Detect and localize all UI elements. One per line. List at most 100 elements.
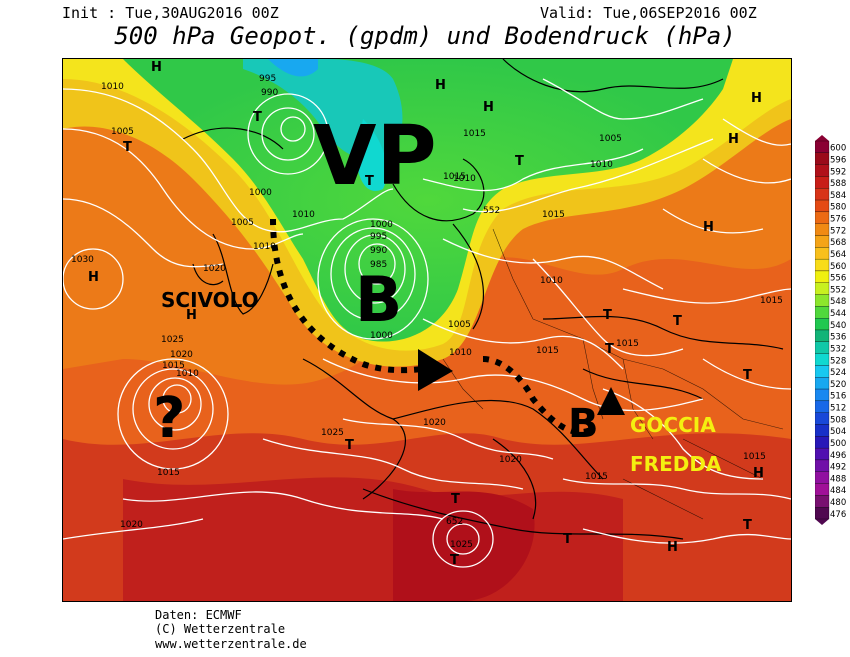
low-pressure-marker: T (605, 342, 614, 357)
legend-swatch (814, 318, 830, 331)
isobar-label: 1000 (370, 331, 393, 341)
legend-swatch (814, 436, 830, 449)
legend-swatch (814, 223, 830, 236)
legend-swatch (814, 495, 830, 508)
legend-label: 536 (830, 333, 846, 343)
weather-map: 1010 1005 995 990 1015 1005 1010 1000 10… (62, 58, 792, 602)
isobar-label: 995 (370, 232, 387, 242)
legend-swatch (814, 270, 830, 283)
init-time: Init : Tue,30AUG2016 00Z (62, 4, 279, 22)
legend-label: 476 (830, 510, 846, 520)
isobar-label: 1020 (423, 418, 446, 428)
low-pressure-marker: T (123, 140, 132, 155)
legend-swatch (814, 258, 830, 272)
legend-label: 588 (830, 179, 846, 189)
isobar-label: 1005 (111, 127, 134, 137)
legend-label: 544 (830, 309, 846, 319)
legend-label: 496 (830, 451, 846, 461)
legend-label: 572 (830, 226, 846, 236)
legend-swatch (814, 459, 830, 472)
footer-copyright: (C) Wetterzentrale (155, 622, 286, 636)
high-pressure-marker: H (186, 308, 197, 323)
low-pressure-marker: T (345, 438, 354, 453)
legend-swatch (814, 377, 830, 390)
legend-label: 552 (830, 285, 846, 295)
isobar-label: 1015 (585, 472, 608, 482)
legend-swatch (814, 507, 830, 520)
legend-swatch (814, 188, 830, 201)
isobar-label: 990 (370, 246, 387, 256)
legend-label: 480 (830, 498, 846, 508)
isobar-label: 1020 (499, 455, 522, 465)
high-pressure-marker: H (88, 270, 99, 285)
legend-swatch (814, 424, 830, 437)
isobar-label: 1015 (743, 452, 766, 462)
legend-label: 580 (830, 203, 846, 213)
legend-arrow-top (815, 135, 829, 141)
low-pressure-marker: T (563, 532, 572, 547)
legend-label: 556 (830, 274, 846, 284)
scivolo-label: SCIVOLO (161, 288, 259, 312)
legend-swatch (814, 211, 830, 224)
legend-swatch (814, 365, 830, 378)
isobar-label: 1025 (450, 540, 473, 550)
high-pressure-marker: H (435, 78, 446, 93)
isobar-label: 1030 (71, 255, 94, 265)
high-pressure-marker: H (667, 540, 678, 555)
legend-swatch (814, 388, 830, 402)
legend-label: 532 (830, 344, 846, 354)
low-pressure-marker: T (603, 308, 612, 323)
geopotential-legend: 600 596 592 588 584 580 576 572 568 564 560 556 552 5… (814, 135, 849, 525)
isobar-label: 1005 (599, 134, 622, 144)
low-pressure-marker: T (451, 492, 460, 507)
legend-swatch (814, 400, 830, 413)
low-pressure-marker: T (450, 553, 459, 568)
legend-swatch (814, 140, 830, 153)
coast-arctic (502, 59, 724, 93)
isobar-label: 1005 (448, 320, 471, 330)
legend-label: 504 (830, 427, 846, 437)
legend-label: 500 (830, 439, 846, 449)
isobar-label: 1025 (321, 428, 344, 438)
isobar-label: 1015 (463, 129, 486, 139)
legend-swatch (814, 282, 830, 295)
isobar-label: 1015 (157, 468, 180, 478)
coast-france-italy (392, 399, 604, 480)
isobar-labels: 1010 1005 995 990 1015 1005 1010 1000 10… (71, 74, 783, 550)
isobar-label: 1015 (162, 361, 185, 371)
coast-iceland (182, 127, 284, 150)
isobar-label: 1005 (231, 218, 254, 228)
legend-swatch (814, 412, 830, 425)
isobar-label: 1010 (292, 210, 315, 220)
fredda-label: FREDDA (630, 452, 722, 476)
legend-label: 540 (830, 321, 846, 331)
high-pressure-marker: H (703, 220, 714, 235)
legend-label: 592 (830, 167, 846, 177)
isobar-label: 1020 (203, 264, 226, 274)
high-pressure-marker: H (753, 466, 764, 481)
legend-swatch (814, 471, 830, 484)
isobar-label: 1015 (542, 210, 565, 220)
isobar-label: 1015 (536, 346, 559, 356)
legend-swatch (814, 353, 830, 366)
coast-scandinavia (392, 158, 485, 222)
legend-swatch (814, 483, 830, 496)
legend-label: 584 (830, 191, 846, 201)
isobar-label: 1010 (449, 348, 472, 358)
arrow-head-north (597, 387, 625, 415)
coast-ireland (192, 263, 224, 286)
isobar-label: 1000 (249, 188, 272, 198)
legend-swatch (814, 447, 830, 461)
isobar-label: 990 (261, 88, 278, 98)
legend-label: 508 (830, 415, 846, 425)
legend-label: 524 (830, 368, 846, 378)
isobar-label: 1010 (253, 242, 276, 252)
high-pressure-marker: H (728, 132, 739, 147)
legend-swatch (814, 306, 830, 319)
isobar-label: 1020 (120, 520, 143, 530)
valid-time: Valid: Tue,06SEP2016 00Z (540, 4, 757, 22)
legend-label: 596 (830, 155, 846, 165)
isobar-label: 985 (370, 260, 387, 270)
isobar-label: 1015 (443, 172, 466, 182)
high-pressure-marker: H (751, 91, 762, 106)
